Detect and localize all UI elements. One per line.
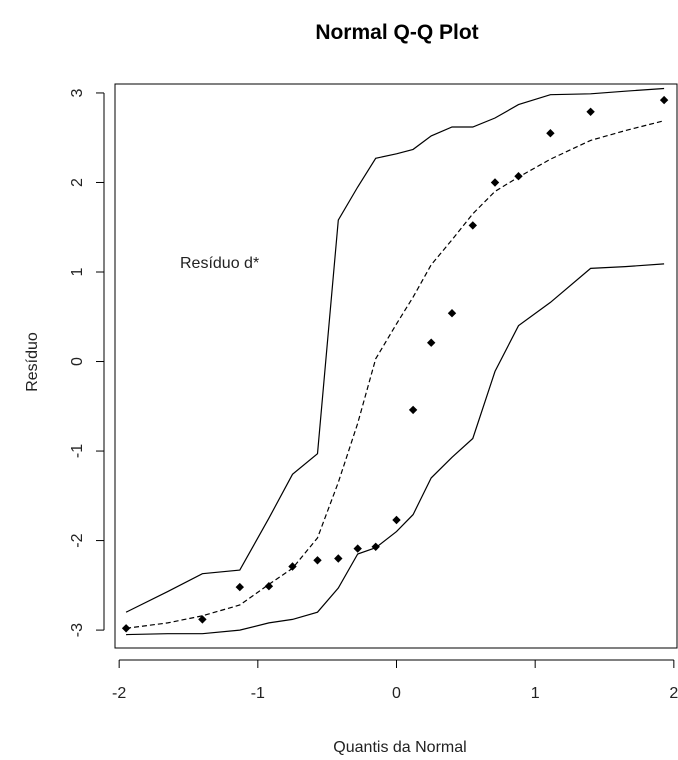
x-axis: -2 -1 0 1 2 bbox=[112, 659, 678, 702]
envelope-line-3 bbox=[126, 263, 665, 636]
data-point bbox=[408, 405, 418, 415]
envelope-line-2 bbox=[126, 120, 665, 629]
y-axis-label: Resíduo bbox=[24, 332, 41, 392]
data-point bbox=[334, 554, 343, 563]
data-point bbox=[235, 582, 244, 592]
data-point bbox=[427, 338, 436, 347]
annotation-text: Resíduo d* bbox=[180, 255, 259, 272]
y-tick-label: 2 bbox=[69, 178, 86, 187]
data-point bbox=[659, 95, 669, 105]
envelope-line-1 bbox=[125, 87, 665, 613]
y-tick-label: -3 bbox=[69, 623, 86, 637]
y-tick-label: -1 bbox=[69, 444, 86, 458]
data-point bbox=[371, 542, 380, 551]
data-point bbox=[121, 624, 131, 633]
data-point bbox=[313, 556, 322, 565]
x-tick-label: 2 bbox=[669, 685, 678, 702]
data-point bbox=[490, 178, 500, 187]
x-tick-label: 0 bbox=[392, 685, 401, 702]
y-axis: -3 -2 -1 0 1 2 3 bbox=[69, 88, 105, 637]
data-point bbox=[288, 562, 297, 571]
data-point bbox=[586, 107, 595, 116]
chart-title: Normal Q-Q Plot bbox=[315, 21, 478, 44]
data-point bbox=[264, 582, 274, 591]
data-point bbox=[392, 515, 401, 525]
y-tick-label: -2 bbox=[69, 533, 86, 547]
data-point bbox=[447, 309, 457, 318]
data-point bbox=[546, 129, 555, 138]
x-tick-label: 1 bbox=[531, 685, 540, 702]
data-point bbox=[468, 221, 477, 230]
x-axis-label: Quantis da Normal bbox=[333, 739, 466, 756]
y-tick-label: 1 bbox=[69, 267, 86, 276]
data-point bbox=[514, 172, 523, 181]
x-tick-label: -2 bbox=[112, 685, 126, 702]
data-point bbox=[198, 615, 207, 624]
y-tick-label: 3 bbox=[69, 88, 86, 97]
plot-frame bbox=[114, 83, 678, 649]
data-points bbox=[121, 95, 669, 633]
data-point bbox=[353, 544, 362, 553]
envelope-lines bbox=[125, 87, 665, 636]
x-tick-label: -1 bbox=[251, 685, 265, 702]
y-tick-label: 0 bbox=[69, 357, 86, 366]
